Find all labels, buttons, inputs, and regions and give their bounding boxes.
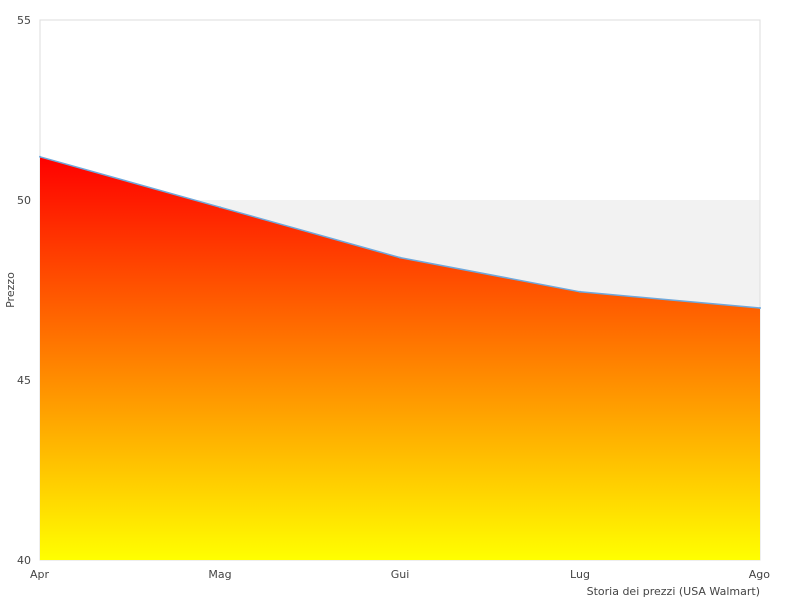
data-points [39, 155, 761, 309]
y-tick-label: 50 [17, 194, 31, 207]
x-tick-label: Apr [30, 568, 50, 581]
data-point-lug [579, 290, 581, 293]
data-point-mag [219, 206, 221, 209]
y-axis-ticks: 40 45 50 55 [17, 14, 31, 567]
x-axis-title: Storia dei prezzi (USA Walmart) [587, 585, 760, 598]
data-point-gui [399, 256, 401, 259]
x-tick-label: Ago [749, 568, 771, 581]
y-tick-label: 40 [17, 554, 31, 567]
x-tick-label: Lug [570, 568, 590, 581]
x-tick-label: Gui [391, 568, 410, 581]
x-axis-ticks: Apr Mag Gui Lug Ago [30, 568, 770, 581]
data-point-apr [39, 155, 41, 158]
data-point-ago [759, 307, 761, 309]
y-tick-label: 45 [17, 374, 31, 387]
price-area [40, 156, 760, 561]
y-axis-title: Prezzo [4, 272, 17, 308]
y-tick-label: 55 [17, 14, 31, 27]
x-tick-label: Mag [208, 568, 231, 581]
